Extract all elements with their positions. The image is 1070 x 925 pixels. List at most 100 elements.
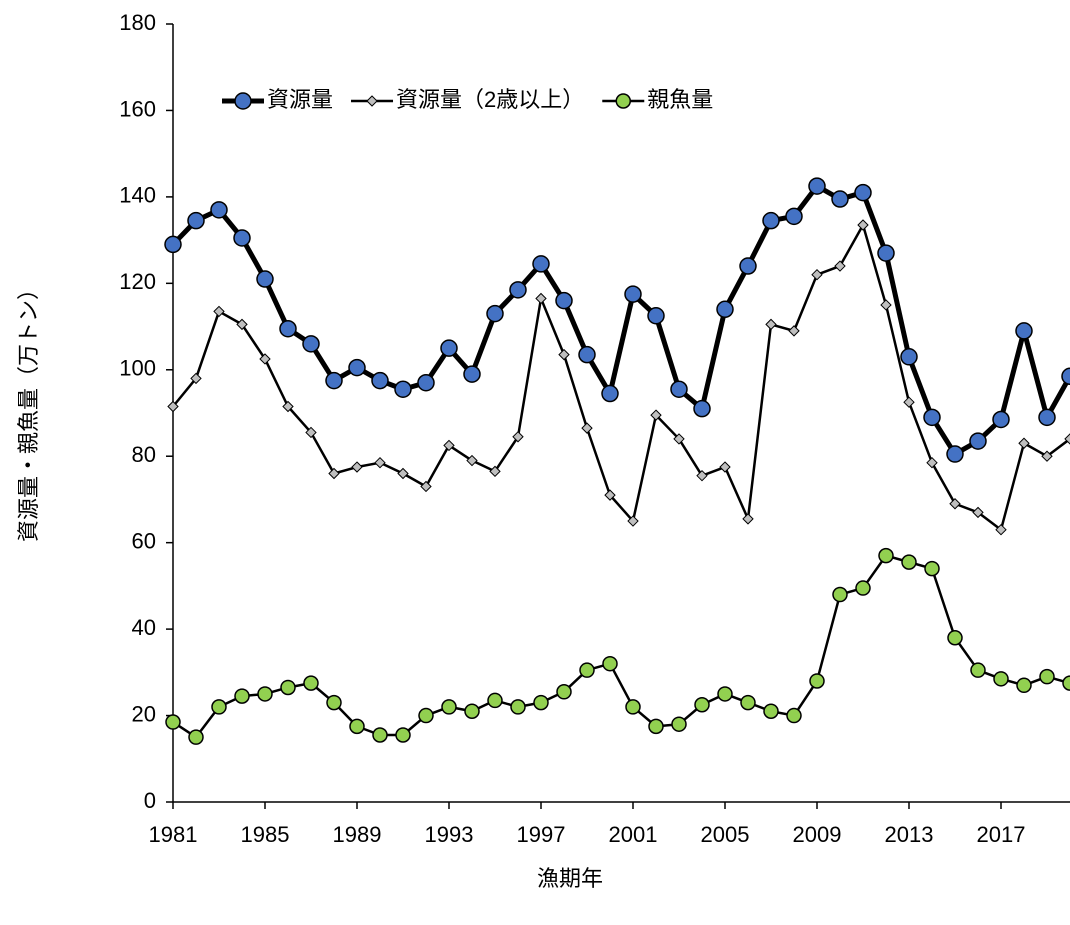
data-point [880,299,892,311]
legend-label: 親魚量 [647,87,713,112]
data-point [627,515,639,527]
x-axis-label: 漁期年 [537,866,603,891]
data-point [325,371,343,390]
data-point [236,318,248,331]
data-point [581,422,593,434]
data-point [926,456,938,469]
data-point [397,467,409,480]
data-point [788,325,800,337]
data-point [512,431,524,443]
data-point [167,400,179,413]
data-point [420,480,432,493]
y-tick-label: 60 [132,528,156,553]
data-point [624,285,642,303]
data-point [947,630,963,646]
data-point [742,513,754,525]
legend-marker [366,95,378,107]
data-point [625,699,641,715]
data-point [464,703,480,719]
y-tick-label: 160 [119,96,156,121]
data-point [808,177,826,195]
data-point [417,373,435,392]
data-point [1041,450,1053,462]
data-point [831,190,849,208]
data-point [213,305,225,318]
data-point [305,426,317,439]
data-point [371,371,389,390]
data-point [509,281,527,299]
data-point [785,207,803,226]
data-point [854,183,872,202]
data-point [165,714,181,730]
data-point [256,270,274,288]
x-tick-label: 2009 [793,822,842,847]
data-point [739,257,757,275]
data-point [348,358,366,377]
data-point [809,673,825,689]
data-point [532,255,550,273]
data-point [257,686,273,702]
data-point [578,345,596,364]
y-tick-label: 20 [132,701,156,726]
data-point [946,445,964,463]
data-point [188,729,204,745]
data-point [463,365,481,383]
data-point [671,716,687,732]
data-point [670,380,688,398]
data-point [811,268,823,281]
data-point [901,554,917,570]
data-point [763,703,779,719]
x-tick-label: 2005 [701,822,750,847]
data-point [233,229,251,247]
data-point [832,586,848,603]
y-tick-label: 80 [132,442,156,467]
data-point [995,523,1007,536]
y-tick-label: 0 [144,788,156,813]
data-point [765,318,777,331]
data-point [717,686,733,702]
data-point [211,699,227,715]
x-tick-label: 1997 [517,822,566,847]
data-point [857,219,869,231]
x-tick-label: 1985 [241,822,290,847]
data-point [558,348,570,361]
legend-marker [234,92,252,110]
data-point [673,433,685,445]
data-point [878,547,894,564]
data-point [696,469,708,482]
data-point [395,727,411,743]
data-point [303,675,319,691]
data-point [924,560,940,577]
legend-label: 資源量 [267,87,333,112]
data-point [394,380,412,398]
data-point [786,707,802,724]
data-point [259,353,271,365]
legend-marker [615,93,632,109]
series-line [171,183,1070,457]
series-line [172,554,1070,739]
data-point [1062,675,1070,691]
data-point [993,671,1009,687]
data-point [604,489,616,501]
data-point [302,335,320,353]
data-point [970,662,986,678]
data-point [466,454,478,467]
y-tick-label: 140 [119,183,156,208]
data-point [187,211,205,230]
data-point [1039,668,1055,685]
series-line [172,223,1070,531]
data-point [418,707,434,724]
legend-label: 資源量（2歳以上） [396,87,584,112]
data-point [555,291,573,310]
data-point [855,580,871,596]
data-point [694,697,710,713]
data-point [834,260,846,272]
data-point [719,461,731,473]
data-point [647,307,665,325]
data-point [372,727,388,743]
data-point [762,211,780,230]
data-point [443,439,455,452]
data-point [1016,677,1032,694]
data-point [969,432,987,450]
data-point [351,461,363,473]
